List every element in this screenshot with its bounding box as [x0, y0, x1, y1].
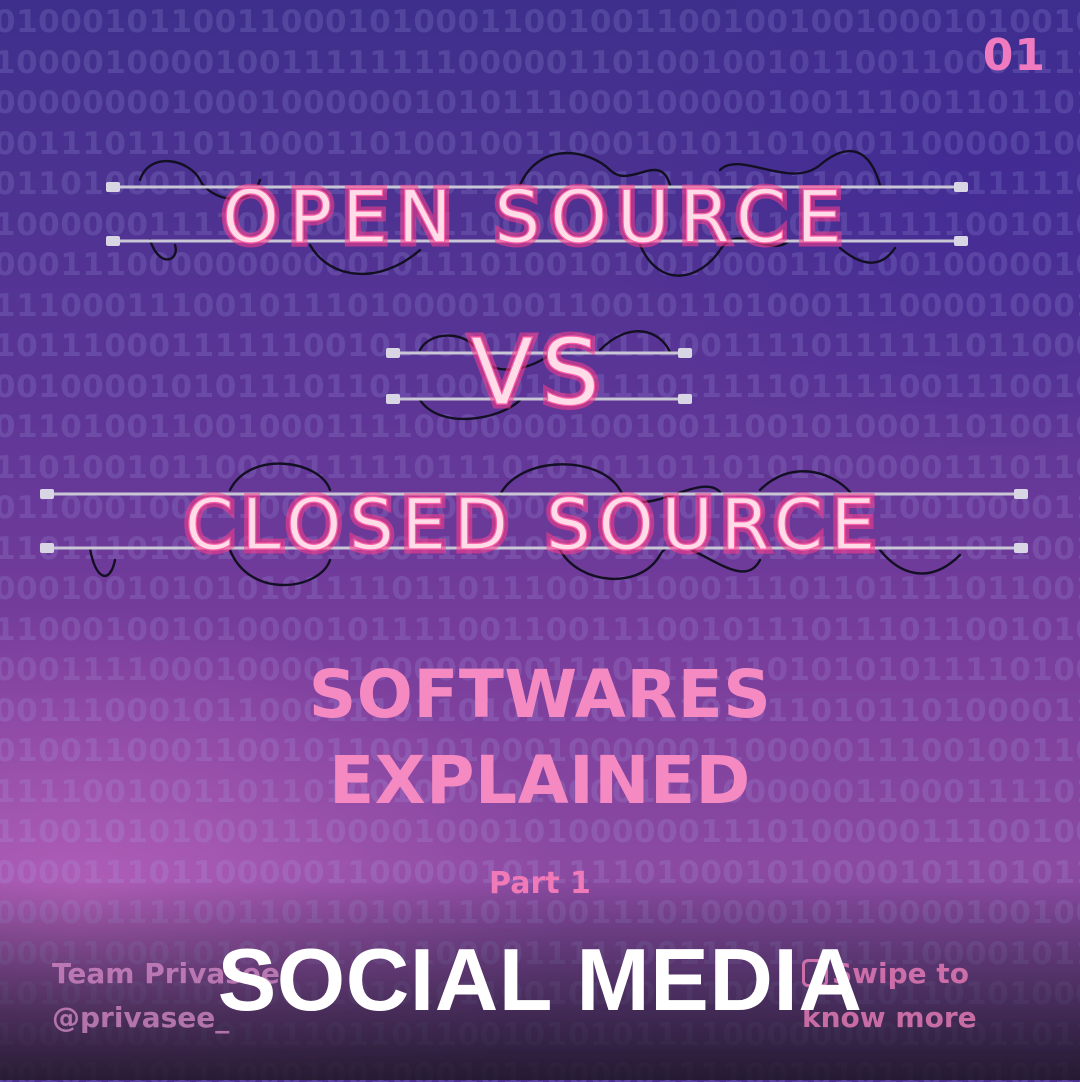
- swipe-hint[interactable]: Swipe to know more: [802, 952, 977, 1040]
- headline: SOCIAL MEDIA: [217, 930, 863, 1029]
- neon-line-2: VS: [470, 319, 607, 426]
- part-label: Part 1: [489, 866, 591, 901]
- team-handle[interactable]: @privasee_: [52, 1001, 230, 1034]
- neon-line-2-glow: VS: [470, 319, 607, 426]
- neon-rod-ends: [40, 182, 1028, 553]
- swipe-line-1: Swipe to: [832, 957, 970, 990]
- neon-line-1: OPEN SOURCE: [222, 175, 852, 259]
- bottom-shade: [0, 880, 1080, 1080]
- neon-wires: [88, 149, 962, 587]
- neon-rods: [46, 185, 1022, 550]
- subtitle-line-1: SOFTWARES: [308, 656, 772, 733]
- swipe-icon: [802, 959, 828, 987]
- subtitle-line-2: EXPLAINED: [329, 742, 751, 819]
- subtitle: SOFTWARES EXPLAINED: [0, 652, 1080, 824]
- neon-line-3: CLOSED SOURCE: [185, 484, 883, 566]
- neon-line-3-glow: CLOSED SOURCE: [185, 484, 883, 566]
- team-credit: Team Privasee @privasee_: [52, 952, 280, 1040]
- swipe-line-2: know more: [802, 1001, 977, 1034]
- team-name: Team Privasee: [52, 957, 280, 990]
- neon-sign: OPEN SOURCE OPEN SOURCE VS VS CLOSED SOU…: [40, 149, 1028, 587]
- page-number: 01: [982, 30, 1046, 81]
- neon-line-1-glow: OPEN SOURCE: [222, 175, 852, 259]
